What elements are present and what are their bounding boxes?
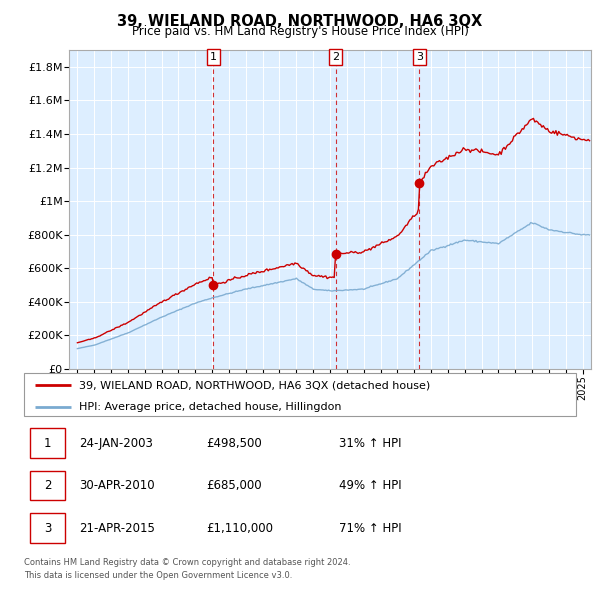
Text: 2: 2	[44, 479, 51, 492]
Text: 21-APR-2015: 21-APR-2015	[79, 522, 155, 535]
Text: Contains HM Land Registry data © Crown copyright and database right 2024.: Contains HM Land Registry data © Crown c…	[24, 558, 350, 566]
Text: 39, WIELAND ROAD, NORTHWOOD, HA6 3QX (detached house): 39, WIELAND ROAD, NORTHWOOD, HA6 3QX (de…	[79, 381, 430, 391]
FancyBboxPatch shape	[29, 428, 65, 458]
Text: £685,000: £685,000	[206, 479, 262, 492]
Text: £1,110,000: £1,110,000	[206, 522, 273, 535]
Text: 2: 2	[332, 52, 339, 62]
Text: 30-APR-2010: 30-APR-2010	[79, 479, 155, 492]
FancyBboxPatch shape	[29, 513, 65, 543]
FancyBboxPatch shape	[29, 471, 65, 500]
Text: 3: 3	[416, 52, 423, 62]
Text: Price paid vs. HM Land Registry's House Price Index (HPI): Price paid vs. HM Land Registry's House …	[131, 25, 469, 38]
Text: 1: 1	[44, 437, 51, 450]
Text: This data is licensed under the Open Government Licence v3.0.: This data is licensed under the Open Gov…	[24, 571, 292, 580]
Text: 1: 1	[210, 52, 217, 62]
Text: 3: 3	[44, 522, 51, 535]
FancyBboxPatch shape	[24, 373, 576, 416]
Text: 39, WIELAND ROAD, NORTHWOOD, HA6 3QX: 39, WIELAND ROAD, NORTHWOOD, HA6 3QX	[118, 14, 482, 28]
Text: 24-JAN-2003: 24-JAN-2003	[79, 437, 153, 450]
Text: £498,500: £498,500	[206, 437, 262, 450]
Text: HPI: Average price, detached house, Hillingdon: HPI: Average price, detached house, Hill…	[79, 402, 342, 412]
Text: 71% ↑ HPI: 71% ↑ HPI	[338, 522, 401, 535]
Text: 49% ↑ HPI: 49% ↑ HPI	[338, 479, 401, 492]
Text: 31% ↑ HPI: 31% ↑ HPI	[338, 437, 401, 450]
